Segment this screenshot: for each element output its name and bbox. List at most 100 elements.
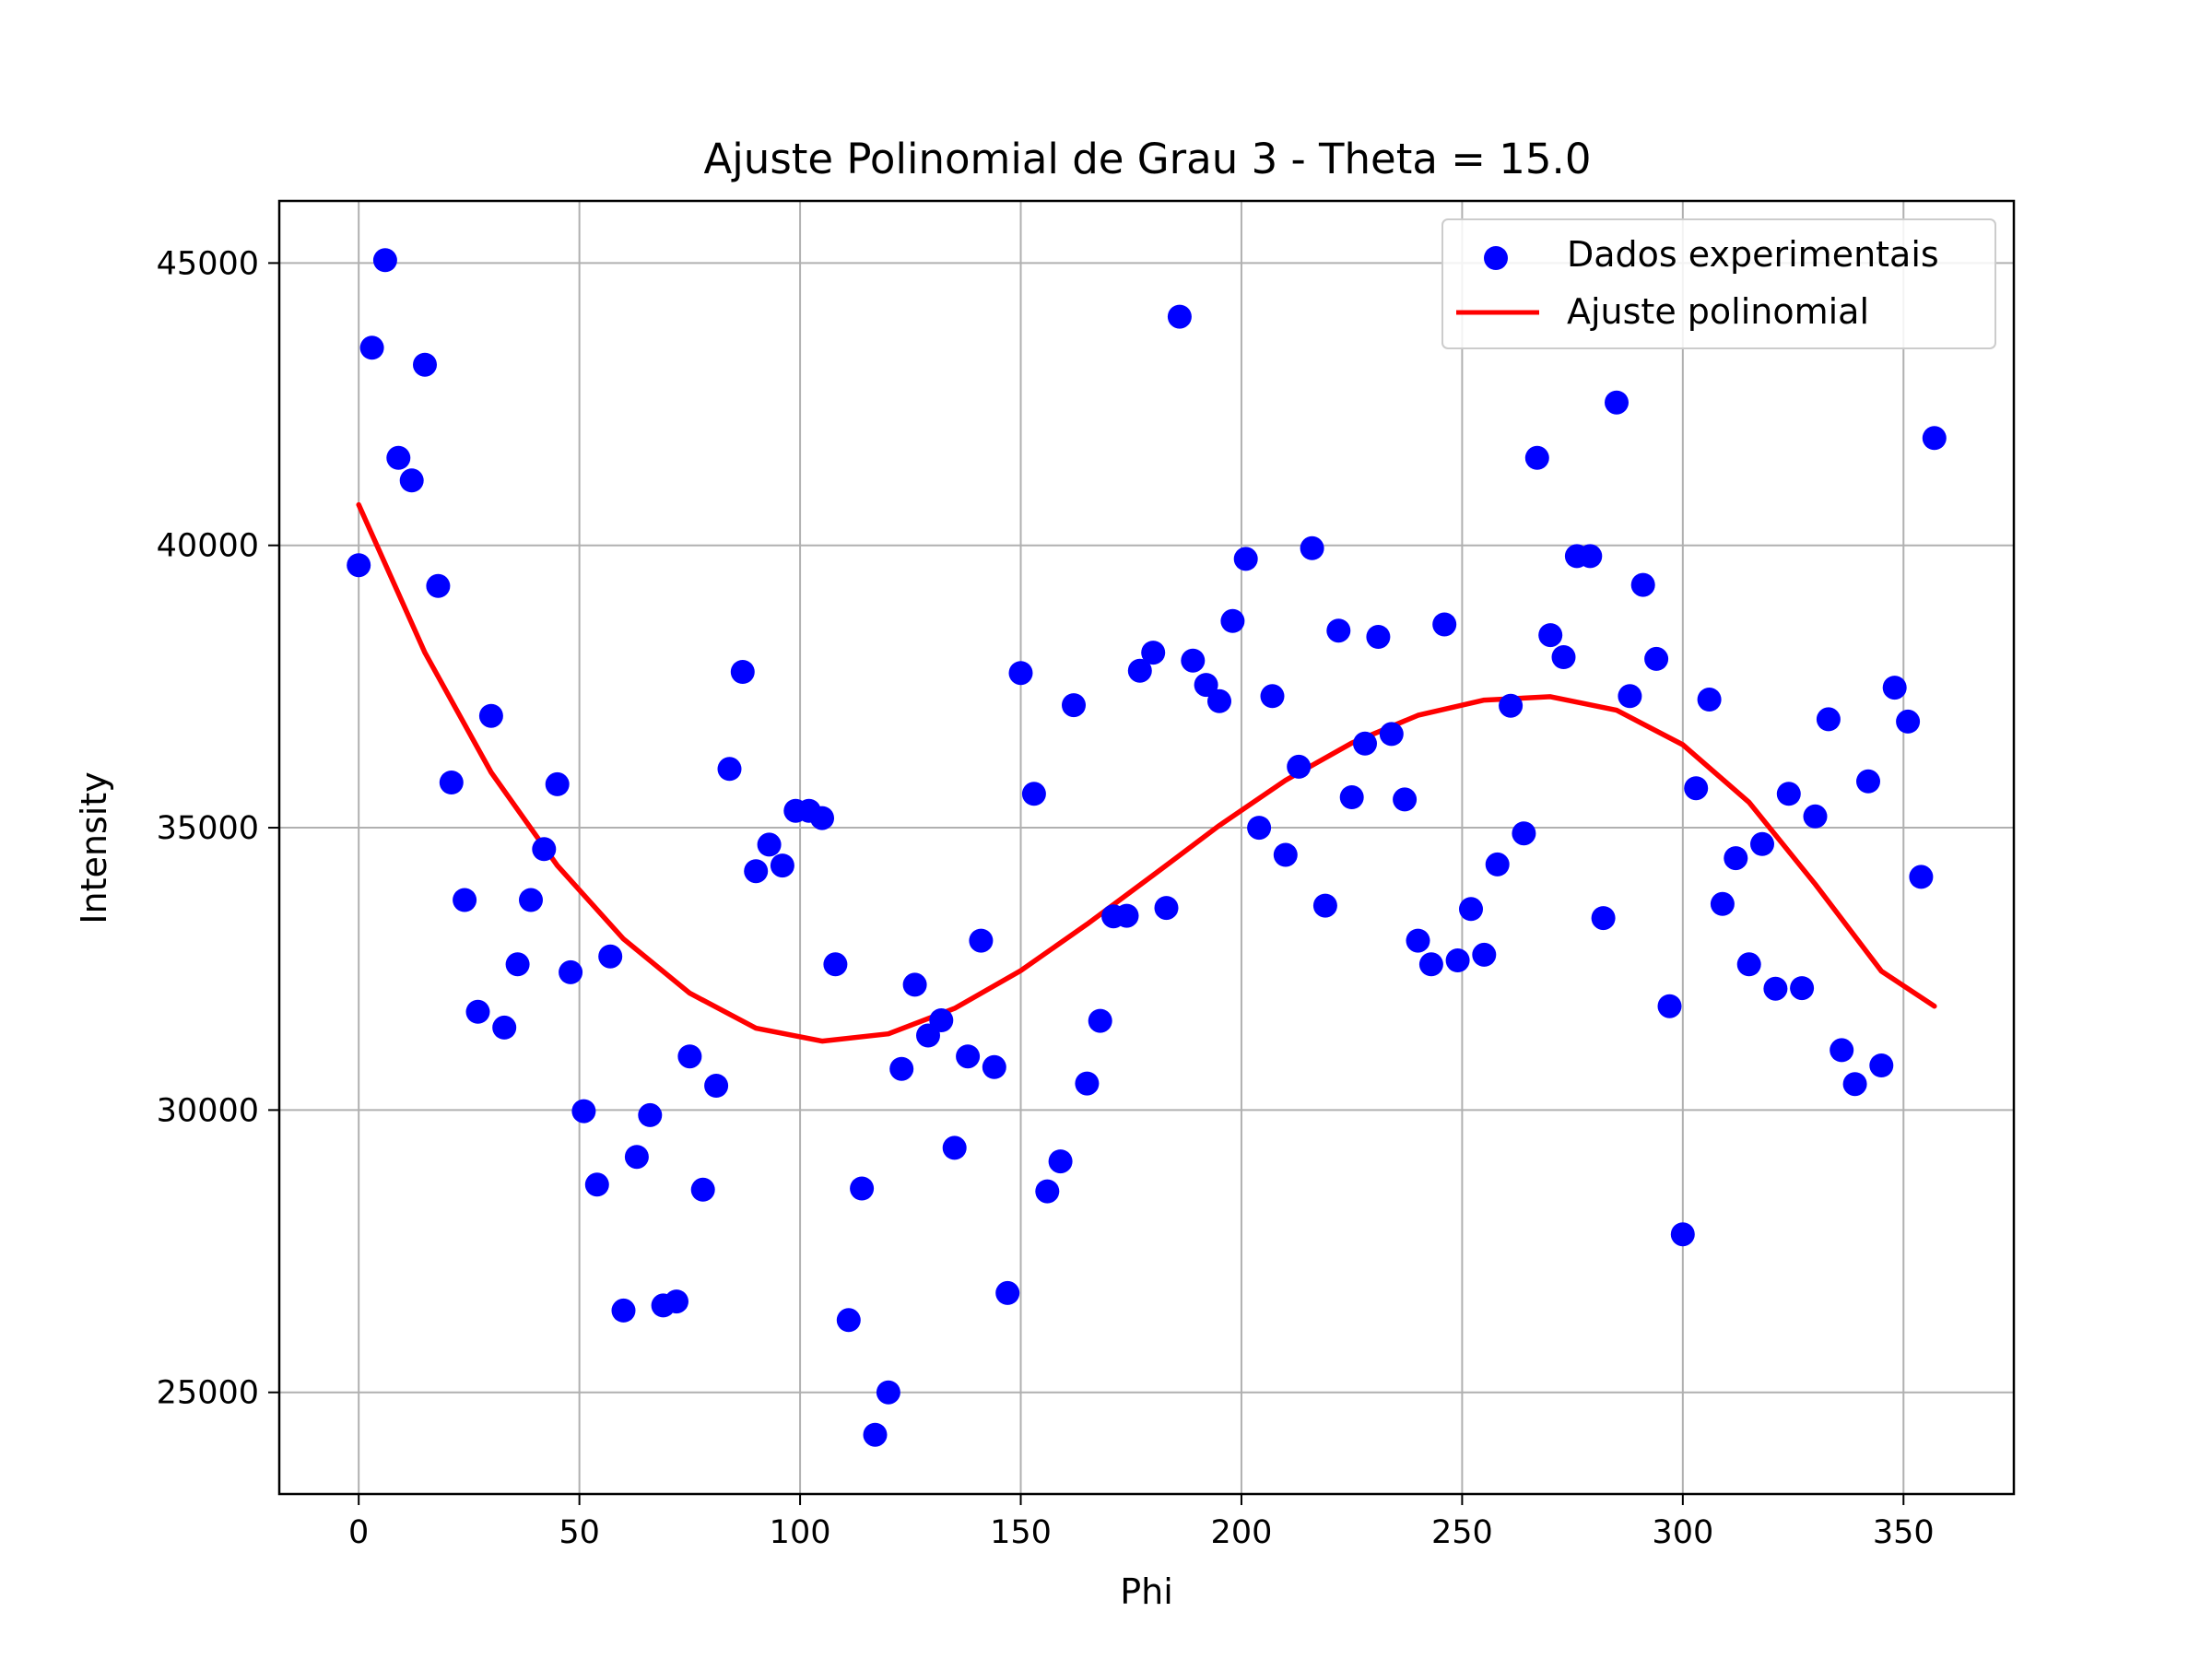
data-point: [1578, 544, 1603, 569]
data-point: [1300, 535, 1324, 560]
data-point: [1459, 897, 1483, 922]
data-point: [1697, 688, 1722, 712]
data-point: [598, 944, 623, 969]
data-point: [1816, 707, 1841, 732]
data-point: [1181, 648, 1206, 673]
y-tick-label: 45000: [157, 245, 259, 282]
data-point: [1591, 906, 1616, 931]
legend-box: [1441, 218, 1996, 349]
data-point: [1260, 684, 1285, 709]
y-axis-label: Intensity: [74, 771, 114, 924]
data-point: [876, 1380, 900, 1405]
x-tick-label: 250: [1431, 1514, 1493, 1551]
fit-curve: [356, 501, 1937, 1044]
y-tick-label: 35000: [157, 810, 259, 847]
data-point: [690, 1177, 715, 1202]
data-point: [1088, 1008, 1112, 1033]
y-axis: 25000 30000 35000 40000 45000: [157, 245, 279, 1412]
data-point: [1445, 948, 1470, 972]
data-point: [942, 1135, 967, 1160]
data-point: [1194, 673, 1218, 698]
data-point: [863, 1422, 888, 1447]
data-point: [1803, 804, 1828, 829]
chart-title: Ajuste Polinomial de Grau 3 - Theta = 15…: [704, 135, 1592, 183]
x-tick-label: 300: [1652, 1514, 1713, 1551]
data-point: [1776, 782, 1801, 806]
data-point: [1922, 426, 1947, 451]
data-point: [1114, 903, 1139, 928]
data-point: [1736, 952, 1761, 977]
data-point: [1062, 693, 1086, 718]
data-point: [426, 573, 451, 598]
data-point: [1353, 731, 1377, 756]
plot-frame: [277, 199, 2016, 1496]
data-point: [1207, 688, 1231, 713]
data-point: [1750, 831, 1774, 856]
legend-label-line: Ajuste polinomial: [1567, 291, 1869, 332]
data-point: [1724, 846, 1748, 871]
data-point: [836, 1308, 861, 1333]
data-point: [439, 771, 464, 794]
data-point: [1287, 754, 1312, 779]
data-point: [532, 837, 557, 862]
data-point: [1538, 623, 1563, 648]
data-point: [1618, 684, 1642, 709]
data-point: [1154, 896, 1179, 921]
data-point: [1710, 891, 1735, 916]
data-point: [638, 1102, 663, 1127]
data-point: [359, 335, 384, 360]
data-point: [665, 1289, 688, 1314]
legend-label-scatter: Dados experimentais: [1567, 234, 1939, 275]
data-point: [545, 771, 570, 796]
x-tick-label: 200: [1211, 1514, 1273, 1551]
data-point: [889, 1056, 914, 1081]
data-point: [850, 1176, 875, 1201]
data-point: [1432, 612, 1457, 637]
y-tick-label: 40000: [157, 528, 259, 565]
data-point: [677, 1044, 702, 1069]
data-point: [1220, 608, 1245, 633]
data-point: [1684, 776, 1709, 801]
data-point: [1630, 572, 1655, 597]
x-axis-label: Phi: [1120, 1571, 1173, 1612]
data-point: [1790, 976, 1815, 1001]
data-point: [1882, 676, 1907, 700]
data-point: [956, 1044, 981, 1069]
data-point: [902, 972, 927, 997]
data-point: [347, 553, 371, 578]
data-point: [1418, 952, 1443, 977]
data-point: [995, 1280, 1020, 1305]
x-tick-label: 0: [348, 1514, 369, 1551]
data-point: [1048, 1149, 1073, 1174]
data-point: [1644, 646, 1669, 671]
data-point: [1524, 445, 1549, 470]
y-tick-label: 30000: [157, 1092, 259, 1129]
x-tick-label: 50: [559, 1514, 600, 1551]
data-point: [744, 859, 769, 884]
x-tick-label: 100: [770, 1514, 831, 1551]
data-point: [1366, 625, 1391, 649]
data-point: [399, 468, 424, 493]
data-point: [372, 248, 397, 273]
data-point: [413, 352, 437, 377]
data-point: [1856, 769, 1880, 794]
y-tick-label: 25000: [157, 1375, 259, 1412]
data-point: [1605, 390, 1629, 415]
data-point: [1379, 722, 1404, 747]
data-point: [1008, 661, 1033, 686]
data-point: [1657, 994, 1682, 1018]
grid: [279, 201, 2014, 1494]
data-point: [492, 1015, 517, 1040]
data-point: [1896, 709, 1921, 734]
data-point: [1141, 641, 1166, 665]
data-point: [478, 703, 503, 728]
data-point: [386, 445, 411, 470]
data-point: [1909, 865, 1934, 889]
data-point: [1499, 693, 1524, 718]
x-tick-label: 150: [990, 1514, 1052, 1551]
x-axis: 0 50 100 150 200 250 300 350: [348, 1494, 1935, 1551]
data-point: [453, 888, 477, 912]
data-point: [465, 999, 490, 1024]
data-point: [929, 1008, 954, 1032]
